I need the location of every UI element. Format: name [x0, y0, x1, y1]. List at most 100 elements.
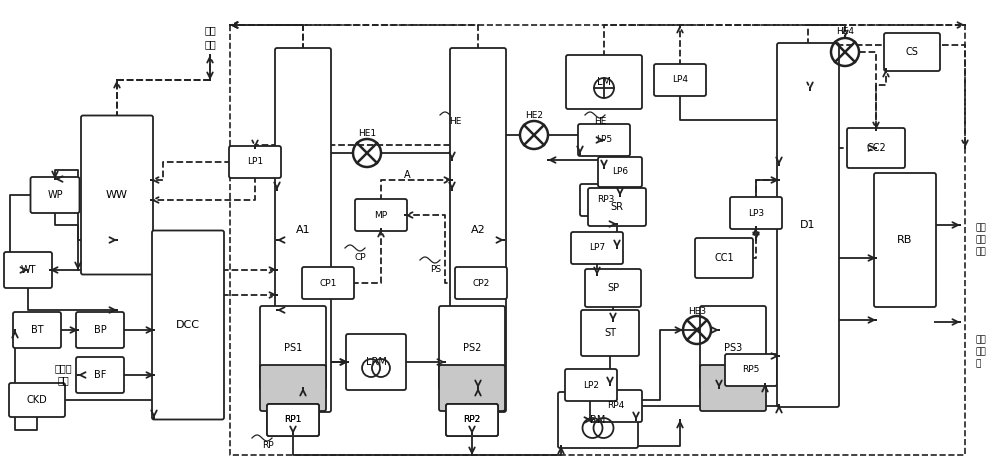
FancyBboxPatch shape: [874, 173, 936, 307]
Text: HE: HE: [594, 118, 606, 127]
Text: RP3: RP3: [597, 196, 615, 205]
FancyBboxPatch shape: [4, 252, 52, 288]
Text: BF: BF: [94, 370, 106, 380]
FancyBboxPatch shape: [581, 310, 639, 356]
FancyBboxPatch shape: [446, 404, 498, 436]
Text: RP5: RP5: [742, 366, 760, 375]
Text: 水出: 水出: [975, 347, 986, 356]
FancyBboxPatch shape: [30, 177, 80, 213]
FancyBboxPatch shape: [566, 55, 642, 109]
Text: WT: WT: [20, 265, 36, 275]
Text: LP4: LP4: [672, 76, 688, 85]
Text: RM: RM: [590, 415, 606, 425]
Text: LP6: LP6: [612, 168, 628, 177]
Text: DCC: DCC: [176, 320, 200, 330]
Text: CS: CS: [906, 47, 918, 57]
FancyBboxPatch shape: [695, 238, 753, 278]
Text: HE1: HE1: [358, 128, 376, 137]
Text: PS2: PS2: [463, 343, 481, 353]
FancyBboxPatch shape: [446, 404, 498, 436]
FancyBboxPatch shape: [777, 43, 839, 407]
FancyBboxPatch shape: [450, 48, 506, 412]
Text: RP4: RP4: [607, 402, 625, 410]
Text: MP: MP: [374, 211, 388, 219]
Text: CC1: CC1: [714, 253, 734, 263]
Text: CP: CP: [354, 254, 366, 262]
Text: BT: BT: [31, 325, 43, 335]
FancyBboxPatch shape: [76, 312, 124, 348]
FancyBboxPatch shape: [439, 365, 505, 411]
Text: LRM: LRM: [366, 357, 386, 367]
FancyBboxPatch shape: [578, 124, 630, 156]
FancyBboxPatch shape: [585, 269, 641, 307]
Text: 待处理: 待处理: [54, 363, 72, 373]
Text: CC2: CC2: [866, 143, 886, 153]
Text: A1: A1: [296, 225, 310, 235]
FancyBboxPatch shape: [260, 365, 326, 411]
Text: CP2: CP2: [472, 278, 490, 288]
FancyBboxPatch shape: [725, 354, 777, 386]
FancyBboxPatch shape: [847, 128, 905, 168]
Text: HE2: HE2: [525, 111, 543, 120]
Text: 蒸汽: 蒸汽: [975, 235, 986, 245]
FancyBboxPatch shape: [302, 267, 354, 299]
FancyBboxPatch shape: [152, 231, 224, 419]
FancyBboxPatch shape: [590, 390, 642, 422]
FancyBboxPatch shape: [346, 334, 406, 390]
Text: PS: PS: [430, 266, 442, 275]
Text: 烟气: 烟气: [204, 39, 216, 49]
FancyBboxPatch shape: [700, 365, 766, 411]
Text: A2: A2: [471, 225, 485, 235]
Text: PS3: PS3: [724, 343, 742, 353]
FancyBboxPatch shape: [700, 306, 766, 390]
Text: A: A: [404, 170, 410, 180]
Text: LP5: LP5: [596, 135, 612, 144]
Text: 入口: 入口: [975, 248, 986, 256]
FancyBboxPatch shape: [588, 188, 646, 226]
Text: LM: LM: [597, 77, 611, 87]
FancyBboxPatch shape: [565, 369, 617, 401]
FancyBboxPatch shape: [81, 115, 153, 275]
FancyBboxPatch shape: [654, 64, 706, 96]
Text: SP: SP: [607, 283, 619, 293]
FancyBboxPatch shape: [267, 404, 319, 436]
Text: LP3: LP3: [748, 208, 764, 218]
Text: LP1: LP1: [247, 157, 263, 167]
Text: RP2: RP2: [463, 416, 481, 425]
FancyBboxPatch shape: [580, 184, 632, 216]
FancyBboxPatch shape: [455, 267, 507, 299]
FancyBboxPatch shape: [884, 33, 940, 71]
Text: HE3: HE3: [688, 306, 706, 316]
Text: 口: 口: [975, 360, 980, 368]
FancyBboxPatch shape: [76, 357, 124, 393]
FancyBboxPatch shape: [229, 146, 281, 178]
Text: LP7: LP7: [589, 243, 605, 253]
FancyBboxPatch shape: [260, 306, 326, 390]
Text: RB: RB: [897, 235, 913, 245]
FancyBboxPatch shape: [355, 199, 407, 231]
FancyBboxPatch shape: [267, 404, 319, 436]
Text: PS1: PS1: [284, 343, 302, 353]
Text: CP1: CP1: [319, 278, 337, 288]
Text: D1: D1: [800, 220, 816, 230]
FancyBboxPatch shape: [558, 392, 638, 448]
Text: SR: SR: [610, 202, 624, 212]
Text: HE4: HE4: [836, 28, 854, 36]
Text: 冷凝: 冷凝: [975, 335, 986, 345]
Text: RP1: RP1: [284, 416, 302, 425]
Text: RP: RP: [262, 440, 274, 450]
Text: 烟气: 烟气: [57, 375, 69, 385]
Text: HE: HE: [449, 118, 461, 127]
Text: 净化: 净化: [204, 25, 216, 35]
FancyBboxPatch shape: [9, 383, 65, 417]
Text: LP2: LP2: [583, 381, 599, 389]
FancyBboxPatch shape: [439, 306, 505, 390]
FancyBboxPatch shape: [275, 48, 331, 412]
Text: WP: WP: [47, 190, 63, 200]
FancyBboxPatch shape: [730, 197, 782, 229]
Text: CKD: CKD: [27, 395, 47, 405]
Text: RP2: RP2: [463, 416, 481, 425]
Text: BP: BP: [94, 325, 106, 335]
Text: ST: ST: [604, 328, 616, 338]
FancyBboxPatch shape: [13, 312, 61, 348]
